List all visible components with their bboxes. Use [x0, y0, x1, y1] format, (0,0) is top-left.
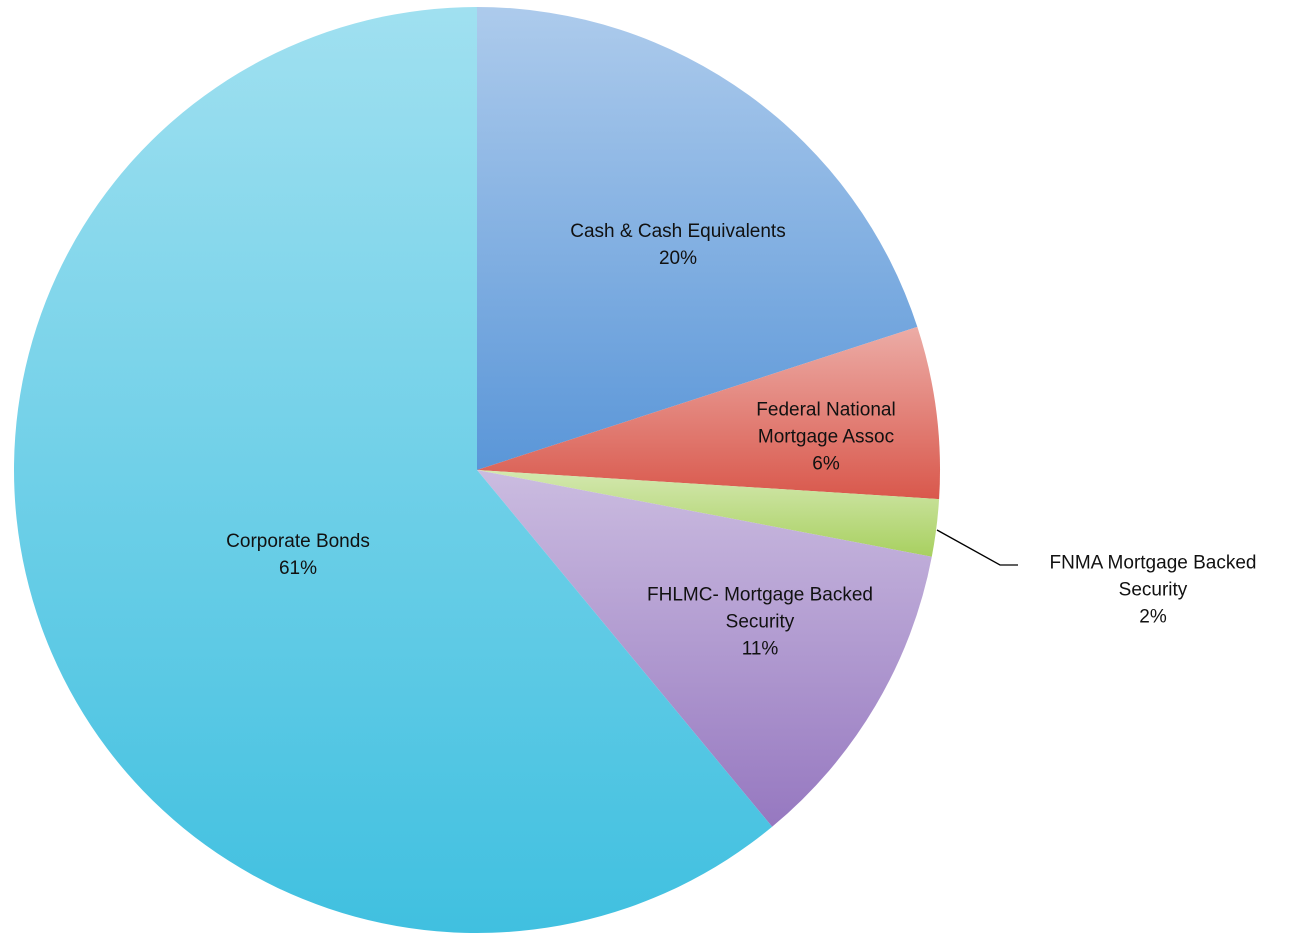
pie-slice: [477, 7, 918, 470]
slice-percent: 2%: [1139, 606, 1167, 628]
leader-line: [936, 529, 1018, 566]
slice-percent: 11%: [741, 638, 779, 660]
data-label: Federal National Mortgage Assoc 6%: [726, 397, 926, 478]
data-label: Corporate Bonds 61%: [168, 528, 428, 582]
slice-name: FNMA Mortgage Backed Security: [1049, 552, 1257, 601]
data-label: FNMA Mortgage Backed Security 2%: [1018, 550, 1288, 631]
slice-percent: 20%: [658, 248, 698, 269]
slice-name: Corporate Bonds: [226, 531, 370, 552]
pie-slice: [477, 326, 940, 500]
pie-slice: [477, 470, 940, 557]
pie-slice: [13, 7, 773, 933]
slice-name: FHLMC- Mortgage Backed Security: [647, 584, 873, 633]
slice-percent: 61%: [278, 558, 318, 579]
slice-name: Cash & Cash Equivalents: [570, 221, 786, 242]
data-label: Cash & Cash Equivalents 20%: [528, 218, 828, 272]
data-label: FHLMC- Mortgage Backed Security 11%: [615, 582, 905, 663]
slice-name: Federal National Mortgage Assoc: [756, 399, 896, 448]
slice-percent: 6%: [812, 453, 840, 475]
pie-slice: [477, 470, 932, 827]
